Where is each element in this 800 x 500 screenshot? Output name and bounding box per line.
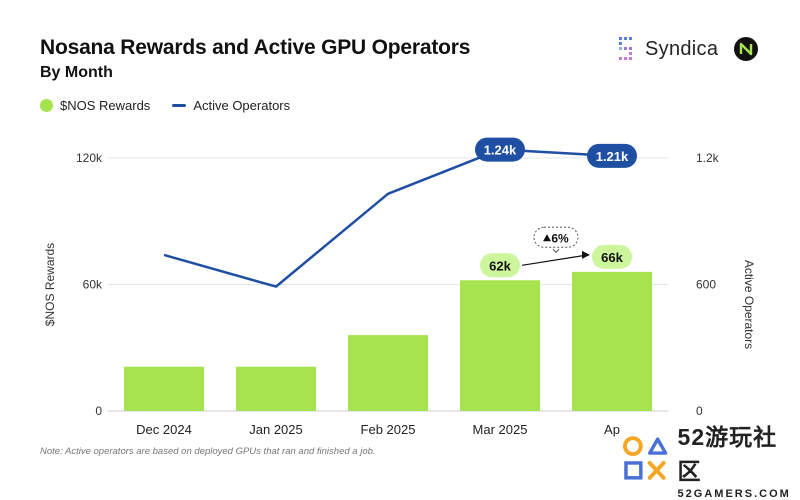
- annotation-up-icon: [543, 234, 551, 242]
- bar-2: [348, 335, 428, 411]
- x-tick-label-2: Feb 2025: [361, 422, 416, 437]
- y2-tick-label-0: 0: [696, 404, 703, 418]
- combo-chart: 62k 66k 6% 1.24k 1.21k 0 60k 120k 0 600 1.2k $NOS …: [43, 137, 756, 437]
- annotation-pill: [533, 226, 579, 248]
- bar-0: [124, 366, 204, 411]
- bar-1: [236, 366, 316, 411]
- watermark-logo-icon: [622, 436, 668, 480]
- watermark: 52游玩社区 52GAMERS.COM: [622, 418, 800, 500]
- legend-rewards-label: $NOS Rewards: [60, 98, 151, 113]
- syndica-brand: Syndica: [617, 36, 759, 62]
- bar-4: [572, 271, 652, 411]
- watermark-cn: 52游玩社区: [677, 424, 778, 484]
- operators-line: [163, 148, 613, 288]
- syndica-wordmark: Syndica: [645, 37, 719, 60]
- line-label-pill-1: [587, 143, 637, 168]
- y2-axis-title: Active Operators: [742, 260, 756, 349]
- bar-label-pill-0: [480, 253, 520, 278]
- x-tick-label-4: Ap: [604, 422, 620, 437]
- y-tick-label-0: 0: [95, 404, 102, 418]
- line-data-label-1: 1.21k: [596, 149, 629, 164]
- legend: $NOS Rewards Active Operators: [40, 98, 290, 113]
- annotation-chevron-icon: [552, 248, 560, 253]
- legend-rewards-swatch: [40, 99, 53, 112]
- y2-tick-label-1: 600: [696, 278, 716, 292]
- watermark-en: 52GAMERS.COM: [677, 488, 791, 500]
- bar-label-pill-1: [592, 244, 632, 269]
- y-axis-title: $NOS Rewards: [43, 243, 57, 326]
- annotation-arrow-line: [521, 254, 589, 266]
- legend-operators-swatch: [172, 104, 187, 107]
- bar-data-label-0: 62k: [489, 258, 511, 273]
- legend-operators-label: Active Operators: [193, 98, 291, 113]
- syndica-logo-icon: [619, 37, 632, 60]
- line-label-pill-0: [475, 137, 525, 162]
- chart-title: Nosana Rewards and Active GPU Operators: [40, 36, 471, 59]
- bar-3: [460, 280, 540, 411]
- x-tick-label-3: Mar 2025: [473, 422, 528, 437]
- x-tick-label-1: Jan 2025: [249, 422, 303, 437]
- y-tick-label-1: 60k: [83, 278, 103, 292]
- x-tick-label-0: Dec 2024: [136, 422, 192, 437]
- nosana-logo-icon: [734, 37, 759, 61]
- y-tick-label-2: 120k: [76, 151, 103, 165]
- annotation-arrow-head: [582, 250, 590, 259]
- line-data-label-0: 1.24k: [484, 143, 517, 158]
- y2-tick-label-2: 1.2k: [696, 151, 720, 165]
- footnote: Note: Active operators are based on depl…: [40, 446, 376, 457]
- annotation-text: 6%: [551, 231, 569, 245]
- chart-subtitle: By Month: [40, 64, 113, 81]
- bar-data-label-1: 66k: [601, 250, 623, 265]
